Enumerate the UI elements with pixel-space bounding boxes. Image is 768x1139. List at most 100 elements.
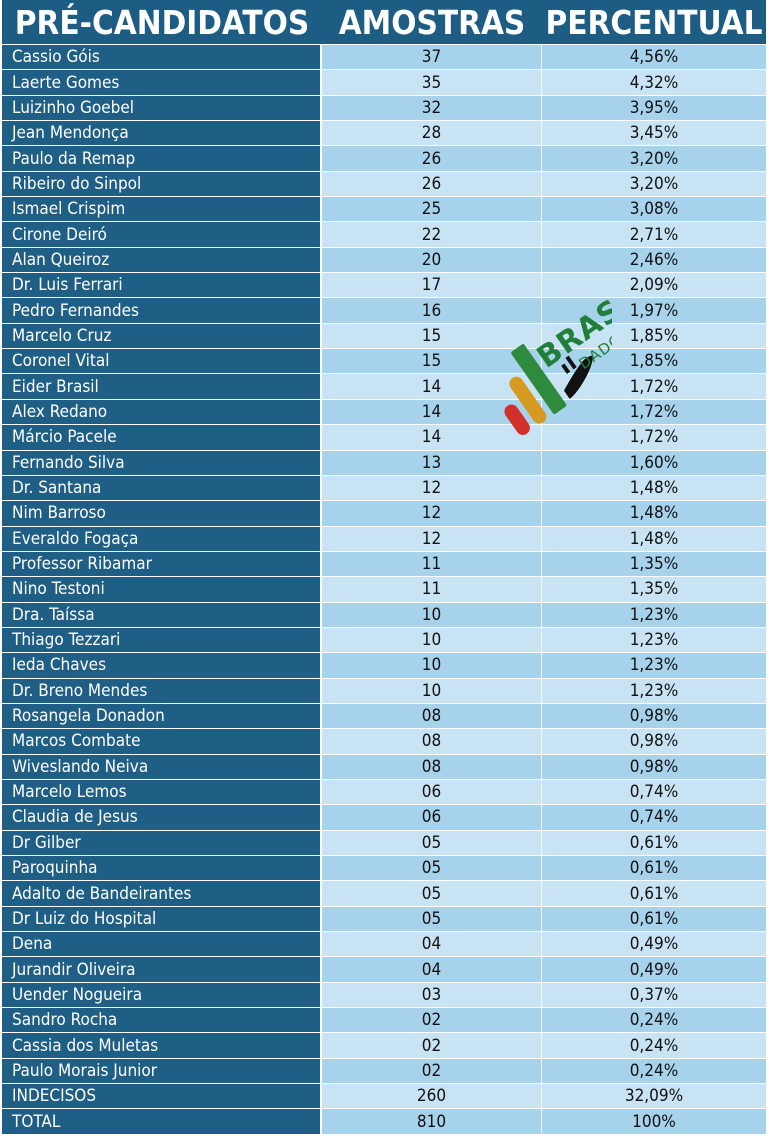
sample-count: 08 xyxy=(322,753,542,779)
sample-count: 16 xyxy=(322,297,542,323)
table-header: PRÉ-CANDIDATOS AMOSTRAS PERCENTUAL xyxy=(2,0,766,44)
percent-value: 0,98% xyxy=(542,753,766,779)
table-row: Paulo Morais Junior 02 0,24% xyxy=(2,1057,766,1084)
candidate-name: Thiago Tezzari xyxy=(2,626,322,653)
percent-value: 1,48% xyxy=(542,474,766,501)
header-percent: PERCENTUAL xyxy=(545,3,763,42)
table-row: Claudia de Jesus 06 0,74% xyxy=(2,804,766,830)
candidate-name: Dra. Taíssa xyxy=(2,601,322,627)
table-row: Pedro Fernandes 16 1,97% xyxy=(2,297,766,323)
percent-value: 0,24% xyxy=(542,1032,766,1058)
percent-value: 1,97% xyxy=(542,297,766,323)
sample-count: 05 xyxy=(322,829,542,855)
candidate-name: Adalto de Bandeirantes xyxy=(2,880,322,906)
sample-count: 26 xyxy=(322,170,542,197)
candidate-name: Dr Gilber xyxy=(2,829,322,855)
candidate-name: Laerte Gomes xyxy=(2,69,322,95)
percent-value: 0,74% xyxy=(542,804,766,830)
sample-count: 32 xyxy=(322,94,542,121)
percent-value: 32,09% xyxy=(542,1083,766,1109)
sample-count: 15 xyxy=(322,348,542,374)
sample-count: 20 xyxy=(322,246,542,273)
percent-value: 0,49% xyxy=(542,931,766,957)
sample-count: 14 xyxy=(322,424,542,450)
table-row: TOTAL 810 100% xyxy=(2,1108,766,1134)
candidate-name: Alan Queiroz xyxy=(2,246,322,273)
candidate-name: Professor Ribamar xyxy=(2,550,322,577)
table-row: Wiveslando Neiva 08 0,98% xyxy=(2,753,766,779)
table-row: Professor Ribamar 11 1,35% xyxy=(2,550,766,577)
percent-value: 0,61% xyxy=(542,905,766,932)
candidate-name: Pedro Fernandes xyxy=(2,297,322,323)
sample-count: 13 xyxy=(322,449,542,475)
sample-count: 14 xyxy=(322,373,542,399)
candidate-name: TOTAL xyxy=(2,1108,322,1134)
candidate-name: Dr. Breno Mendes xyxy=(2,677,322,703)
percent-value: 4,32% xyxy=(542,69,766,95)
sample-count: 22 xyxy=(322,221,542,247)
sample-count: 10 xyxy=(322,601,542,627)
sample-count: 12 xyxy=(322,474,542,501)
percent-value: 3,45% xyxy=(542,120,766,146)
percent-value: 0,61% xyxy=(542,880,766,906)
table-row: Dr. Luis Ferrari 17 2,09% xyxy=(2,272,766,298)
header-candidates: PRÉ-CANDIDATOS xyxy=(14,3,310,42)
sample-count: 10 xyxy=(322,626,542,653)
candidate-name: Ribeiro do Sinpol xyxy=(2,170,322,197)
table-row: Nim Barroso 12 1,48% xyxy=(2,500,766,526)
candidate-name: Rosangela Donadon xyxy=(2,702,322,729)
candidate-name: Claudia de Jesus xyxy=(2,804,322,830)
sample-count: 06 xyxy=(322,778,542,805)
candidate-name: Ieda Chaves xyxy=(2,652,322,678)
table-row: Luizinho Goebel 32 3,95% xyxy=(2,94,766,121)
sample-count: 02 xyxy=(322,1032,542,1058)
table-row: Marcelo Lemos 06 0,74% xyxy=(2,778,766,805)
percent-value: 1,48% xyxy=(542,500,766,526)
percent-value: 1,23% xyxy=(542,677,766,703)
sample-count: 11 xyxy=(322,550,542,577)
candidate-name: Cirone Deiró xyxy=(2,221,322,247)
table-row: Sandro Rocha 02 0,24% xyxy=(2,1007,766,1033)
percent-value: 1,72% xyxy=(542,373,766,399)
candidate-name: Marcelo Lemos xyxy=(2,778,322,805)
table-row: Paulo da Remap 26 3,20% xyxy=(2,145,766,171)
sample-count: 08 xyxy=(322,702,542,729)
candidate-name: Fernando Silva xyxy=(2,449,322,475)
sample-count: 08 xyxy=(322,728,542,754)
candidate-name: Dr. Luis Ferrari xyxy=(2,272,322,298)
sample-count: 17 xyxy=(322,272,542,298)
sample-count: 02 xyxy=(322,1007,542,1033)
table-row: Dr Luiz do Hospital 05 0,61% xyxy=(2,905,766,932)
percent-value: 1,85% xyxy=(542,348,766,374)
sample-count: 05 xyxy=(322,855,542,881)
sample-count: 14 xyxy=(322,398,542,425)
sample-count: 03 xyxy=(322,981,542,1008)
sample-count: 05 xyxy=(322,905,542,932)
percent-value: 3,20% xyxy=(542,145,766,171)
percent-value: 1,72% xyxy=(542,398,766,425)
sample-count: 37 xyxy=(322,44,542,70)
sample-count: 02 xyxy=(322,1057,542,1084)
candidate-name: Dr Luiz do Hospital xyxy=(2,905,322,932)
percent-value: 4,56% xyxy=(542,44,766,70)
table-row: Uender Nogueira 03 0,37% xyxy=(2,981,766,1008)
candidate-name: Marcelo Cruz xyxy=(2,322,322,349)
percent-value: 1,35% xyxy=(542,550,766,577)
percent-value: 0,24% xyxy=(542,1057,766,1084)
percent-value: 1,35% xyxy=(542,576,766,602)
table-row: Dena 04 0,49% xyxy=(2,931,766,957)
percent-value: 1,23% xyxy=(542,652,766,678)
sample-count: 04 xyxy=(322,956,542,982)
percent-value: 0,24% xyxy=(542,1007,766,1033)
table-row: Ribeiro do Sinpol 26 3,20% xyxy=(2,170,766,197)
sample-count: 26 xyxy=(322,145,542,171)
sample-count: 28 xyxy=(322,120,542,146)
table-row: Rosangela Donadon 08 0,98% xyxy=(2,702,766,729)
table-row: Dr Gilber 05 0,61% xyxy=(2,829,766,855)
candidate-name: Marcos Combate xyxy=(2,728,322,754)
sample-count: 04 xyxy=(322,931,542,957)
table-row: Alex Redano 14 1,72% xyxy=(2,398,766,425)
percent-value: 1,23% xyxy=(542,601,766,627)
table-row: Cassio Góis 37 4,56% xyxy=(2,44,766,70)
table-row: Dr. Santana 12 1,48% xyxy=(2,474,766,501)
